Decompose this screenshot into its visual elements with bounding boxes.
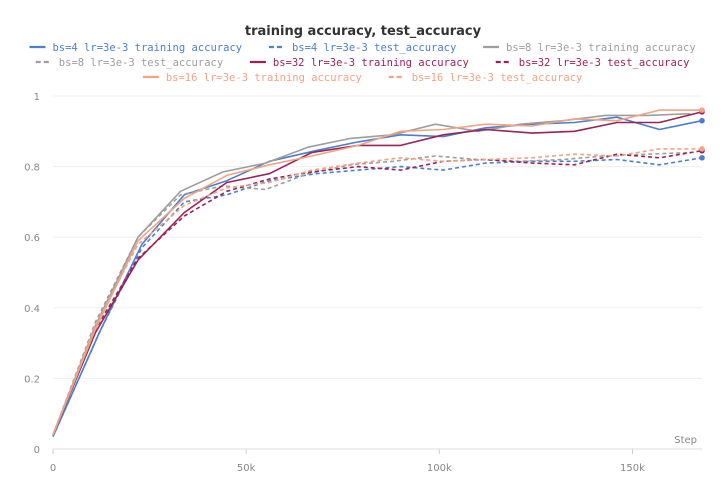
legend-label: bs=16 lr=3e-3 test_accuracy [412, 72, 583, 84]
legend-label: bs=16 lr=3e-3 training accuracy [166, 72, 362, 84]
legend-label: bs=4 lr=3e-3 test_accuracy [292, 42, 456, 54]
y-tick-label: 0.8 [24, 163, 40, 174]
legend-label: bs=4 lr=3e-3 training accuracy [52, 42, 242, 54]
series-line [52, 112, 691, 436]
y-tick-label: 0.2 [24, 374, 40, 385]
series-line [52, 116, 703, 437]
y-tick-label: 1 [34, 92, 40, 103]
y-tick-label: 0.4 [24, 304, 40, 315]
series-end-point [699, 117, 705, 124]
y-axis-ticks: 0 0.2 0.4 0.6 0.8 1 [24, 92, 40, 456]
series-end-point [699, 107, 705, 113]
series-end-point [699, 146, 705, 152]
legend: bs=4 lr=3e-3 training accuracy bs=4 lr=3e… [29, 42, 696, 84]
legend-label: bs=32 lr=3e-3 training accuracy [273, 57, 469, 69]
series-line [52, 148, 702, 436]
series-line [52, 111, 703, 436]
x-tick-label: 0 [50, 463, 56, 474]
x-tick-label: 50k [237, 463, 256, 474]
series-end-point [699, 154, 705, 161]
legend-label: bs=8 lr=3e-3 training accuracy [506, 42, 696, 54]
x-tick-label: 100k [427, 463, 452, 474]
x-tick-label: 150k [620, 463, 645, 474]
series-line [52, 109, 702, 436]
y-tick-label: 0.6 [24, 233, 40, 244]
series-lines [52, 107, 705, 437]
chart-title: training accuracy, test_accuracy [245, 24, 482, 39]
series-line [52, 151, 691, 436]
legend-label: bs=32 lr=3e-3 test_accuracy [519, 57, 690, 69]
x-axis-title: Step [674, 435, 697, 446]
legend-label: bs=8 lr=3e-3 test_accuracy [59, 57, 223, 69]
y-tick-label: 0 [34, 445, 40, 456]
series-line [52, 149, 703, 436]
x-axis-ticks: 0 50k 100k 150k [50, 449, 645, 474]
series-line [52, 157, 703, 437]
